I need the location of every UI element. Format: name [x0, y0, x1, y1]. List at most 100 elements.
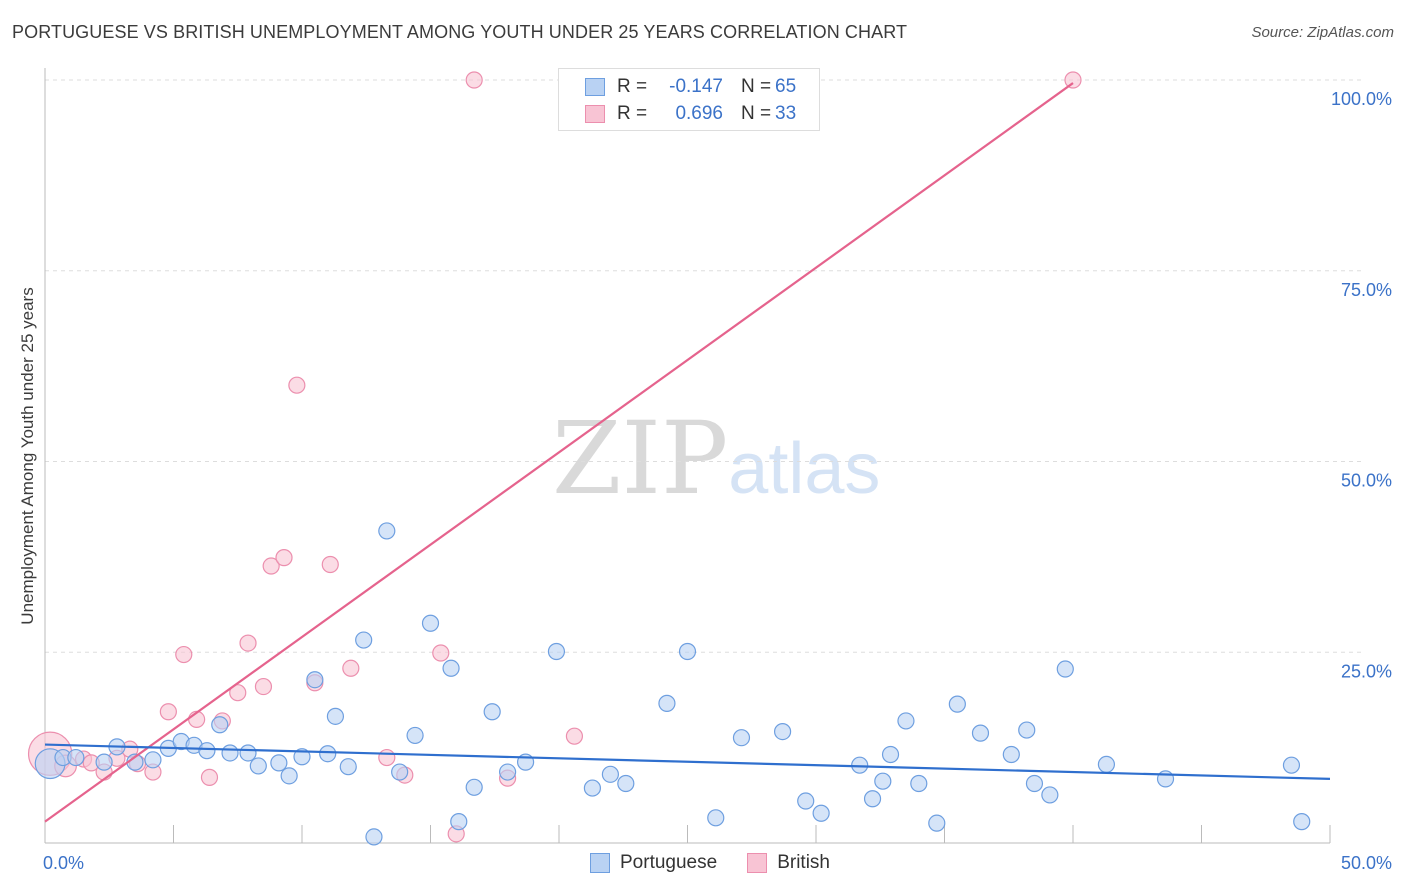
portuguese-point — [421, 614, 440, 632]
portuguese-point — [95, 753, 113, 771]
portuguese-point — [306, 671, 324, 689]
legend-row-portuguese: R = -0.147 N = 65 — [585, 74, 796, 100]
british-point — [254, 677, 273, 696]
portuguese-point — [707, 809, 725, 827]
portuguese-point — [239, 744, 257, 762]
british-point — [342, 659, 360, 677]
portuguese-point — [450, 813, 468, 831]
portuguese-point — [812, 804, 830, 822]
british-point — [465, 71, 483, 89]
british-point — [378, 748, 396, 767]
portuguese-point — [67, 748, 85, 767]
british-legend-swatch — [747, 853, 768, 873]
portuguese-point — [483, 703, 501, 721]
chart-title: PORTUGUESE VS BRITISH UNEMPLOYMENT AMONG… — [12, 22, 908, 42]
portuguese-point — [442, 659, 460, 677]
portuguese-point — [1018, 721, 1036, 739]
portuguese-point — [732, 729, 751, 747]
portuguese-point — [221, 744, 239, 762]
portuguese-point — [391, 763, 409, 781]
portuguese-point — [1293, 813, 1311, 831]
portuguese-point — [897, 712, 915, 730]
british-swatch — [585, 105, 605, 123]
portuguese-point — [1002, 745, 1020, 764]
portuguese-trend-line — [44, 743, 1331, 781]
legend-n-value-british: 33 — [775, 103, 797, 124]
portuguese-point — [270, 754, 288, 772]
legend-label-portuguese: Portuguese — [620, 852, 718, 873]
x-tick-label: 50.0% — [1341, 853, 1392, 873]
legend-n-label: N = — [741, 103, 772, 124]
portuguese-point — [293, 748, 311, 766]
y-tick-label: 25.0% — [1341, 661, 1392, 681]
series-legend: Portuguese British — [590, 852, 860, 874]
portuguese-point — [499, 763, 517, 781]
portuguese-point — [881, 745, 900, 764]
portuguese-point — [144, 751, 162, 769]
portuguese-point — [971, 724, 990, 742]
portuguese-point — [1025, 774, 1044, 793]
tick-labels: 100.0% 75.0% 50.0% 25.0% 0.0% 50.0% — [43, 89, 1392, 873]
y-tick-label: 75.0% — [1341, 280, 1392, 300]
british-trend-line — [44, 82, 1074, 823]
british-point — [275, 549, 293, 567]
british-point — [239, 634, 257, 652]
portuguese-point — [1097, 755, 1116, 774]
portuguese-point — [319, 745, 337, 763]
portuguese-point — [326, 707, 345, 725]
portuguese-point — [874, 772, 892, 790]
british-point — [288, 376, 306, 394]
portuguese-point — [601, 765, 620, 783]
portuguese-point — [1282, 756, 1301, 774]
grid-lines — [45, 79, 1365, 653]
portuguese-point — [339, 758, 357, 776]
source-label: Source: ZipAtlas.com — [1251, 24, 1394, 41]
data-points — [27, 71, 1311, 846]
legend-r-value-portuguese: -0.147 — [669, 76, 723, 97]
portuguese-point — [863, 790, 882, 808]
portuguese-point — [547, 642, 566, 661]
y-tick-label: 100.0% — [1331, 89, 1392, 109]
portuguese-point — [249, 757, 267, 775]
legend-item-british[interactable]: British — [747, 852, 830, 874]
portuguese-point — [678, 642, 697, 661]
portuguese-point — [773, 723, 792, 741]
portuguese-point — [211, 716, 229, 734]
legend-r-value-british: 0.696 — [675, 103, 723, 124]
legend-n-label: N = — [741, 76, 772, 97]
portuguese-point — [465, 778, 483, 796]
portuguese-point — [1056, 660, 1074, 678]
legend-label-british: British — [777, 852, 830, 873]
portuguese-point — [1041, 786, 1059, 804]
legend-item-portuguese[interactable]: Portuguese — [590, 852, 717, 874]
correlation-legend: R = -0.147 N = 65 R = 0.696 N = 33 — [558, 68, 820, 131]
portuguese-point — [365, 828, 383, 846]
british-point — [159, 703, 177, 721]
y-tick-label: 50.0% — [1341, 471, 1392, 491]
portuguese-point — [948, 695, 966, 713]
british-point — [1064, 71, 1082, 89]
legend-n-value-portuguese: 65 — [775, 76, 797, 97]
legend-row-british: R = 0.696 N = 33 — [585, 101, 796, 127]
british-point — [229, 684, 247, 702]
portuguese-point — [280, 767, 298, 785]
portuguese-point — [658, 694, 676, 712]
portuguese-point — [378, 522, 396, 540]
british-point — [200, 768, 219, 786]
british-point — [432, 644, 450, 662]
x-tick-label: 0.0% — [43, 853, 84, 873]
portuguese-point — [406, 726, 424, 745]
portuguese-point — [583, 779, 602, 797]
portuguese-swatch — [585, 78, 605, 96]
trend-lines — [44, 82, 1331, 823]
legend-r-label: R = — [617, 103, 648, 124]
british-point — [321, 555, 339, 574]
british-point — [175, 645, 193, 664]
portuguese-point — [198, 742, 216, 760]
axes — [44, 68, 1331, 844]
portuguese-point — [797, 792, 815, 810]
portuguese-point — [928, 814, 946, 832]
portuguese-point — [355, 631, 373, 649]
british-point — [565, 727, 584, 745]
